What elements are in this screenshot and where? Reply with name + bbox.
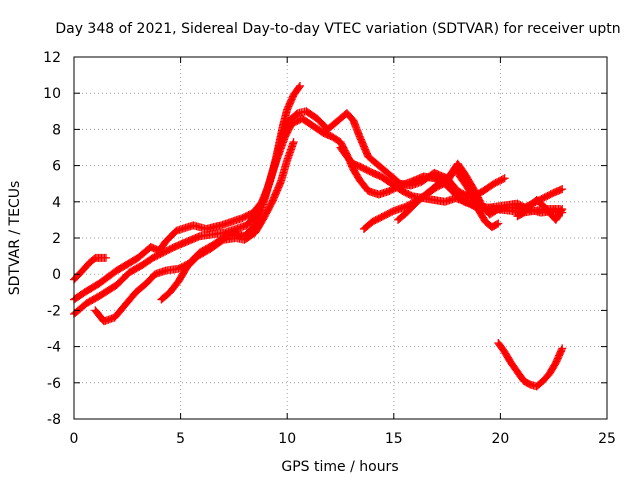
series-arc-10 xyxy=(513,195,567,224)
data-point xyxy=(295,81,304,90)
y-tick-label: 10 xyxy=(43,86,61,102)
data-point xyxy=(558,205,567,214)
data-point xyxy=(289,138,298,147)
data-point xyxy=(557,206,566,215)
series-arc-9 xyxy=(494,338,567,391)
chart-title: Day 348 of 2021, Sidereal Day-to-day VTE… xyxy=(55,21,620,37)
grid-lines xyxy=(74,57,607,419)
y-tick-label: -6 xyxy=(47,376,61,392)
x-tick-label: 0 xyxy=(70,431,79,447)
y-tick-label: -4 xyxy=(47,340,61,356)
x-tick-label: 5 xyxy=(176,431,185,447)
y-axis-ticks: -8 -6 -4 -2 0 2 4 6 8 10 12 xyxy=(43,50,607,428)
data-point xyxy=(101,253,110,262)
y-tick-label: 8 xyxy=(52,122,61,138)
series-arc-5 xyxy=(157,138,298,304)
data-point xyxy=(499,175,508,184)
y-tick-label: -8 xyxy=(47,412,61,428)
data-point xyxy=(494,219,503,228)
x-tick-label: 15 xyxy=(385,431,403,447)
data-point xyxy=(558,344,567,353)
x-axis-ticks: 0 5 10 15 20 25 xyxy=(70,57,616,447)
data-point xyxy=(295,83,304,92)
y-tick-label: 0 xyxy=(52,267,61,283)
data-point xyxy=(500,174,509,183)
y-tick-label: 6 xyxy=(52,159,61,175)
y-tick-label: 2 xyxy=(52,231,61,247)
plot-frame xyxy=(73,56,608,420)
x-axis-label: GPS time / hours xyxy=(281,459,398,475)
x-tick-label: 20 xyxy=(491,431,509,447)
data-point xyxy=(558,185,567,194)
y-axis-label: SDTVAR / TECUs xyxy=(7,181,23,296)
data-points xyxy=(70,81,567,391)
x-tick-label: 10 xyxy=(278,431,296,447)
y-tick-label: 4 xyxy=(52,195,61,211)
x-tick-label: 25 xyxy=(598,431,616,447)
data-point xyxy=(492,220,501,229)
y-tick-label: 12 xyxy=(43,50,61,66)
y-tick-label: -2 xyxy=(47,303,61,319)
series-arc-1 xyxy=(70,253,110,284)
